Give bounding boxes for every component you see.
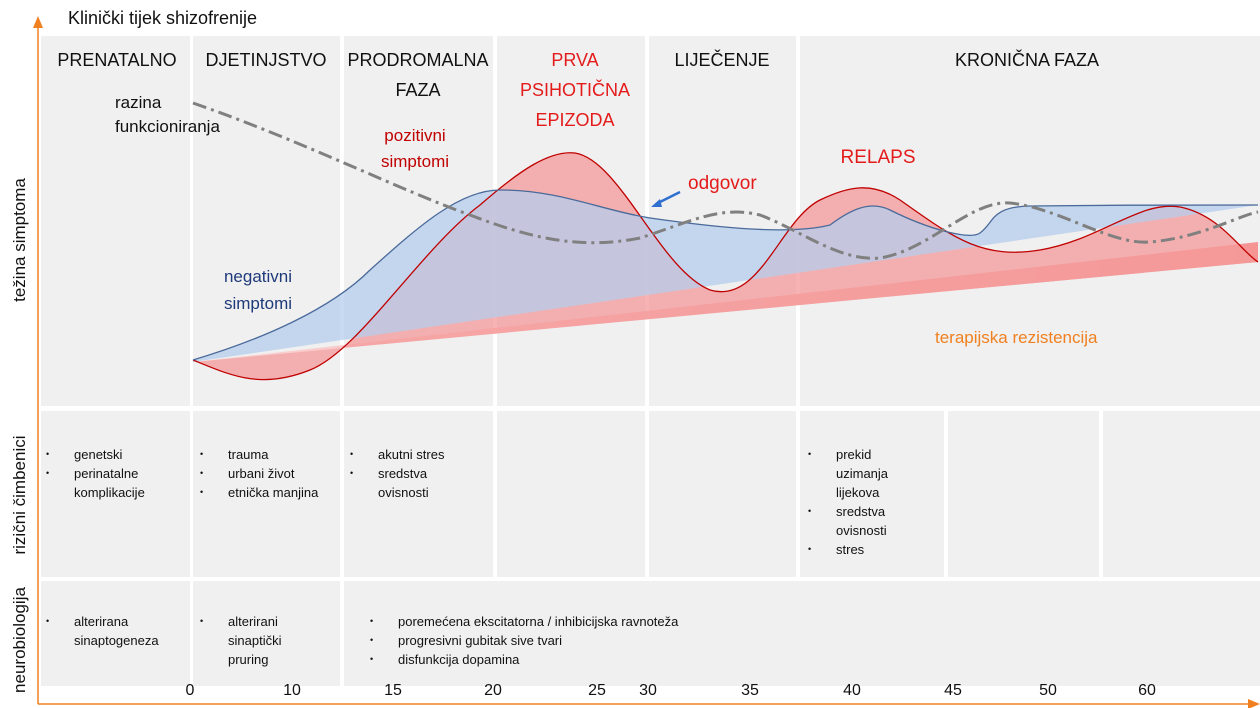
negative-area — [193, 190, 1258, 362]
positive-area — [193, 152, 1258, 380]
negative-label: negativni — [223, 267, 293, 286]
functioning-label: razina — [115, 93, 162, 112]
list-item: sredstva ovisnosti — [808, 502, 913, 540]
phase-label: LIJEČENJE — [674, 50, 770, 70]
list-item: akutni stres — [350, 445, 468, 464]
phase-label: PRENATALNO — [57, 50, 177, 70]
functioning-curve — [192, 101, 1259, 260]
list-item: trauma — [200, 445, 328, 464]
risk-list: prekid uzimanja lijekovasredstva ovisnos… — [808, 445, 913, 559]
panel — [649, 411, 796, 577]
list-item: poremećena ekscitatorna / inhibicijska r… — [370, 612, 790, 631]
x-tick-label: 10 — [283, 682, 301, 699]
phase-label: PRODROMALNA — [347, 50, 489, 70]
title: Klinički tijek shizofrenije — [68, 8, 258, 28]
list-item: alterirana sinaptogeneza — [46, 612, 186, 650]
list-item: sredstva ovisnosti — [350, 464, 468, 502]
positive-label: simptomi — [380, 152, 450, 171]
list-item: etnička manjina — [200, 483, 328, 502]
x-tick-label: 20 — [484, 682, 502, 699]
negative-label: simptomi — [223, 294, 293, 313]
phase-label: DJETINJSTVO — [205, 50, 327, 70]
x-tick-label: 60 — [1138, 682, 1156, 699]
risk-list: akutni stressredstva ovisnosti — [350, 445, 468, 502]
y-arrow — [33, 16, 43, 28]
list-item: prekid uzimanja lijekova — [808, 445, 913, 502]
list-item: alterirani sinaptički pruring — [200, 612, 308, 669]
row-label: rizični čimbenici — [10, 435, 29, 555]
resistance-label: terapijska rezistencija — [935, 328, 1098, 347]
positive-curve — [192, 152, 1259, 381]
x-tick-label: 25 — [588, 682, 606, 699]
relapse-label: RELAPS — [840, 147, 916, 168]
row-label: neurobiologija — [10, 587, 29, 693]
list-item: disfunkcija dopamina — [370, 650, 790, 669]
x-tick-label: 0 — [185, 682, 195, 699]
neuro-list: poremećena ekscitatorna / inhibicijska r… — [370, 612, 790, 669]
list-item: stres — [808, 540, 913, 559]
list-item: progresivni gubitak sive tvari — [370, 631, 790, 650]
negative-curve — [192, 189, 1259, 361]
phase-label: EPIZODA — [535, 110, 615, 130]
list-item: urbani život — [200, 464, 328, 483]
neuro-list: alterirana sinaptogeneza — [46, 612, 186, 650]
x-arrow — [1248, 699, 1260, 708]
neuro-list: alterirani sinaptički pruring — [200, 612, 308, 669]
panel — [1103, 411, 1260, 577]
functioning-label: funkcioniranja — [115, 117, 220, 136]
x-tick-label: 40 — [843, 682, 861, 699]
positive-label: pozitivni — [384, 126, 446, 145]
list-item: perinatalne komplikacije — [46, 464, 186, 502]
response-label: odgovor — [688, 173, 757, 194]
phase-label: KRONIČNA FAZA — [954, 50, 1100, 70]
panel — [497, 411, 645, 577]
panel — [41, 36, 190, 406]
row-label: težina simptoma — [10, 178, 29, 302]
x-tick-label: 50 — [1039, 682, 1057, 699]
phase-label: FAZA — [395, 80, 441, 100]
risk-list: genetskiperinatalne komplikacije — [46, 445, 186, 502]
response-arrowhead — [651, 199, 662, 207]
phase-label: PSIHOTIČNA — [519, 80, 631, 100]
phase-label: PRVA — [551, 50, 599, 70]
panel — [948, 411, 1099, 577]
list-item: genetski — [46, 445, 186, 464]
x-tick-label: 30 — [639, 682, 657, 699]
x-tick-label: 45 — [944, 682, 962, 699]
x-tick-label: 35 — [741, 682, 759, 699]
risk-list: traumaurbani životetnička manjina — [200, 445, 328, 502]
x-tick-label: 15 — [384, 682, 402, 699]
